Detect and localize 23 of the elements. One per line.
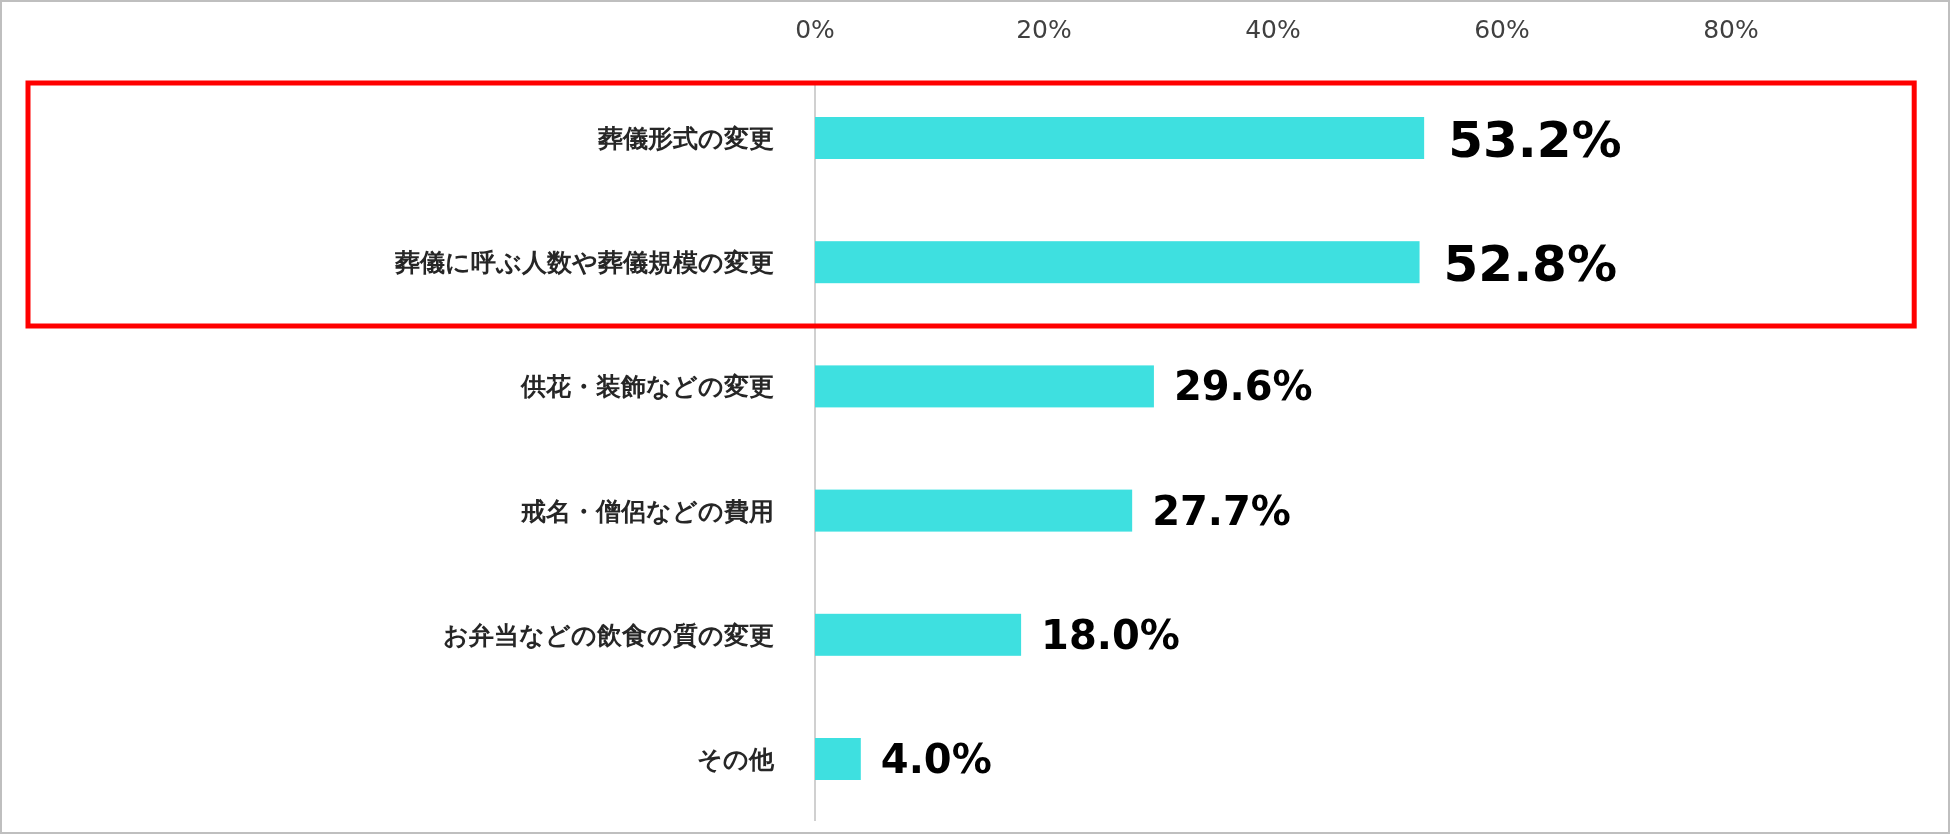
data-label: 29.6% <box>1173 363 1313 410</box>
data-label: 18.0% <box>1041 611 1180 658</box>
data-label: 52.8% <box>1443 235 1618 294</box>
data-label: 53.2% <box>1448 111 1622 169</box>
bar <box>815 613 1022 656</box>
x-tick-label: 60% <box>1474 15 1530 44</box>
x-tick-label: 0% <box>795 15 835 44</box>
data-label: 27.7% <box>1152 487 1291 534</box>
y-tick-label: 供花・装飾などの変更 <box>520 372 774 402</box>
x-tick-label: 40% <box>1245 15 1301 44</box>
y-tick-label: 戒名・僧侶などの費用 <box>520 496 774 526</box>
y-tick-label: お弁当などの飲食の質の変更 <box>443 620 774 650</box>
bar <box>815 489 1133 532</box>
x-tick-label: 80% <box>1703 15 1759 44</box>
y-tick-label: 葬儀に呼ぶ人数や葬儀規模の変更 <box>394 248 774 278</box>
data-label: 4.0% <box>880 736 992 782</box>
y-tick-label: 葬儀形式の変更 <box>597 124 774 153</box>
bar <box>815 365 1154 408</box>
bar <box>815 241 1420 284</box>
x-tick-label: 20% <box>1016 15 1072 44</box>
bar <box>815 738 861 780</box>
bar <box>815 117 1425 159</box>
y-tick-label: その他 <box>697 745 775 774</box>
